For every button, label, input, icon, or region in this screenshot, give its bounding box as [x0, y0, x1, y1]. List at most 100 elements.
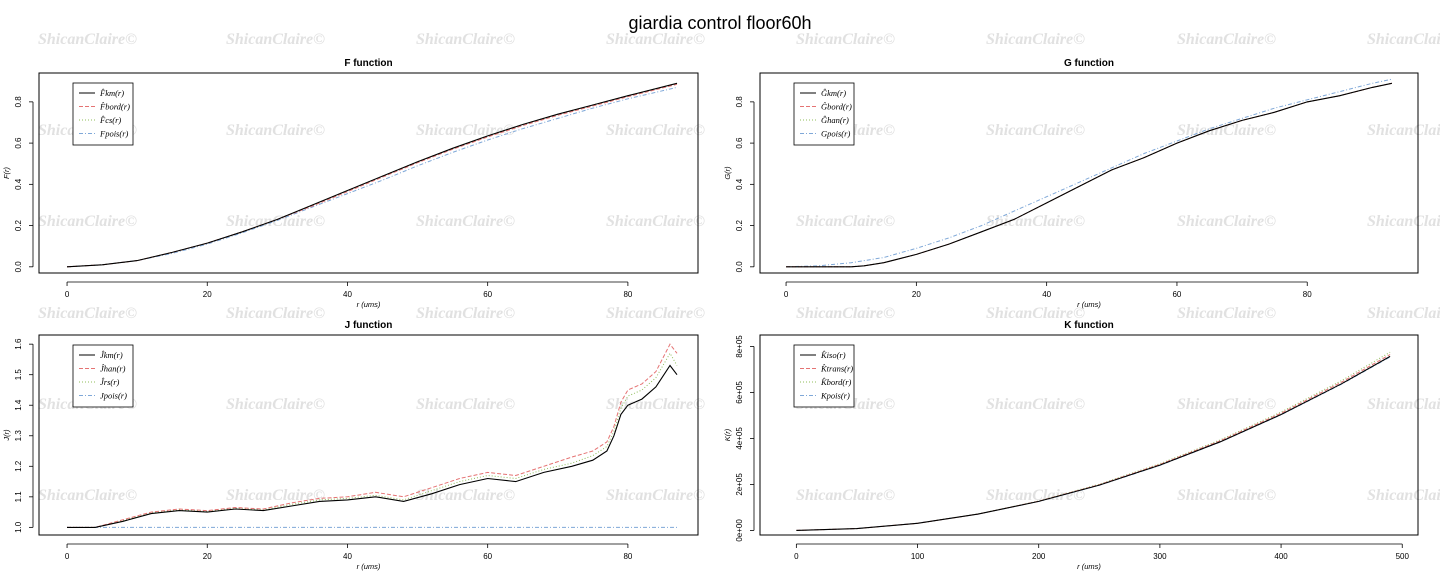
watermark: ShicanClaire© [1367, 487, 1440, 504]
plot-frame [38, 72, 699, 274]
watermark: ShicanClaire© [226, 487, 325, 504]
x-axis-label: r (ums) [1077, 300, 1101, 309]
y-tick-label: 4e+05 [735, 427, 744, 450]
series-line [786, 78, 1393, 268]
series-line [796, 356, 1391, 531]
legend-label: Gpois(r) [821, 129, 850, 139]
watermark: ShicanClaire© [986, 396, 1085, 413]
series-line [786, 82, 1393, 268]
watermark: ShicanClaire© [226, 305, 325, 322]
watermark: ShicanClaire© [416, 396, 515, 413]
watermark: ShicanClaire© [1177, 213, 1276, 230]
legend-label: Ĝhan(r) [821, 115, 849, 125]
watermark: ShicanClaire© [1177, 487, 1276, 504]
y-axis-label: K(r) [723, 428, 732, 441]
chart-title: G function [1064, 58, 1114, 69]
x-tick-label: 20 [203, 552, 212, 561]
watermark: ShicanClaire© [38, 213, 137, 230]
legend-label: F̂bord(r) [99, 101, 130, 111]
series-line [66, 83, 678, 268]
x-axis-label: r (ums) [357, 300, 381, 309]
y-tick-label: 0.0 [14, 261, 23, 273]
plot-frame [759, 334, 1419, 536]
x-tick-label: 60 [483, 552, 492, 561]
y-tick-label: 1.5 [14, 369, 23, 381]
x-axis-label: r (ums) [357, 562, 381, 571]
watermark: ShicanClaire© [606, 31, 705, 48]
legend-label: K̂trans(r) [820, 363, 853, 373]
y-tick-label: 2e+05 [735, 473, 744, 496]
legend-label: K̂iso(r) [820, 350, 846, 360]
x-tick-label: 40 [343, 290, 352, 299]
watermark: ShicanClaire© [38, 305, 137, 322]
legend-label: K̂bord(r) [820, 377, 852, 387]
watermark: ShicanClaire© [416, 305, 515, 322]
x-tick-label: 60 [483, 290, 492, 299]
watermark: ShicanClaire© [1367, 396, 1440, 413]
y-tick-label: 1.1 [14, 491, 23, 503]
x-tick-label: 0 [784, 290, 789, 299]
plot-frame [759, 72, 1419, 274]
x-tick-label: 80 [623, 290, 632, 299]
watermark: ShicanClaire© [796, 213, 895, 230]
y-tick-label: 1.2 [14, 460, 23, 472]
legend-box [72, 344, 134, 408]
y-tick-label: 1.3 [14, 430, 23, 442]
watermark: ShicanClaire© [1177, 305, 1276, 322]
x-axis-label: r (ums) [1077, 562, 1101, 571]
watermark: ShicanClaire© [416, 487, 515, 504]
y-axis-label: F(r) [2, 166, 11, 179]
watermark: ShicanClaire© [606, 122, 705, 139]
legend: Ĝkm(r) Ĝbord(r) Ĝhan(r) Gpois(r) [793, 82, 855, 146]
x-tick-label: 0 [65, 290, 70, 299]
y-tick-label: 1.4 [14, 399, 23, 411]
y-tick-label: 0.6 [14, 137, 23, 149]
series-line [67, 364, 678, 528]
series-line [796, 354, 1391, 531]
legend-label: F̂km(r) [99, 88, 124, 98]
legend-label: Ĵkm(r) [100, 350, 123, 360]
x-tick-label: 20 [912, 290, 921, 299]
watermark: ShicanClaire© [416, 213, 515, 230]
watermark: ShicanClaire© [796, 487, 895, 504]
series-line [786, 82, 1393, 268]
x-tick-label: 400 [1274, 552, 1288, 561]
watermark: ShicanClaire© [986, 305, 1085, 322]
watermark: ShicanClaire© [606, 487, 705, 504]
legend-label: F̂cs(r) [99, 115, 121, 125]
watermark: ShicanClaire© [1367, 122, 1440, 139]
x-tick-label: 0 [794, 552, 799, 561]
legend-label: Kpois(r) [820, 391, 850, 401]
watermark: ShicanClaire© [606, 213, 705, 230]
x-tick-label: 80 [1303, 290, 1312, 299]
legend-label: Ĝbord(r) [821, 102, 852, 112]
y-tick-label: 0.2 [14, 219, 23, 231]
chart-panel: J function 0 20 40 60 80 r (ums) 1.0 1.1 1.2 1.3 1.… [2, 320, 699, 571]
y-tick-label: 6e+05 [735, 381, 744, 404]
chart-title: J function [345, 320, 393, 331]
watermark: ShicanClaire© [1367, 31, 1440, 48]
legend-label: Ĝkm(r) [821, 88, 846, 98]
watermark: ShicanClaire© [1177, 396, 1276, 413]
legend: Ĵkm(r) Ĵhan(r) Ĵrs(r) Jpois(r) [72, 344, 134, 408]
series-line [786, 82, 1393, 268]
legend-label: Fpois(r) [99, 129, 129, 139]
y-tick-label: 0.8 [14, 96, 23, 108]
chart-panel: F function 0 20 40 60 80 r (ums) 0.0 0.2 0.4 0.6 0.… [2, 58, 699, 309]
watermark: ShicanClaire© [986, 31, 1085, 48]
plot-frame [38, 334, 699, 536]
series-line [66, 82, 678, 268]
y-axis-label: J(r) [2, 429, 11, 442]
watermark: ShicanClaire© [606, 305, 705, 322]
watermark: ShicanClaire© [986, 487, 1085, 504]
watermark: ShicanClaire© [986, 122, 1085, 139]
watermark: ShicanClaire© [38, 487, 137, 504]
x-tick-label: 80 [623, 552, 632, 561]
y-axis-label: G(r) [723, 166, 732, 180]
y-tick-label: 8e+05 [735, 335, 744, 358]
series-line [796, 355, 1391, 531]
y-tick-label: 0.4 [735, 178, 744, 190]
watermark: ShicanClaire© [1177, 31, 1276, 48]
watermark: ShicanClaire© [226, 122, 325, 139]
legend: F̂km(r) F̂bord(r) F̂cs(r) Fpois(r) [72, 82, 134, 146]
